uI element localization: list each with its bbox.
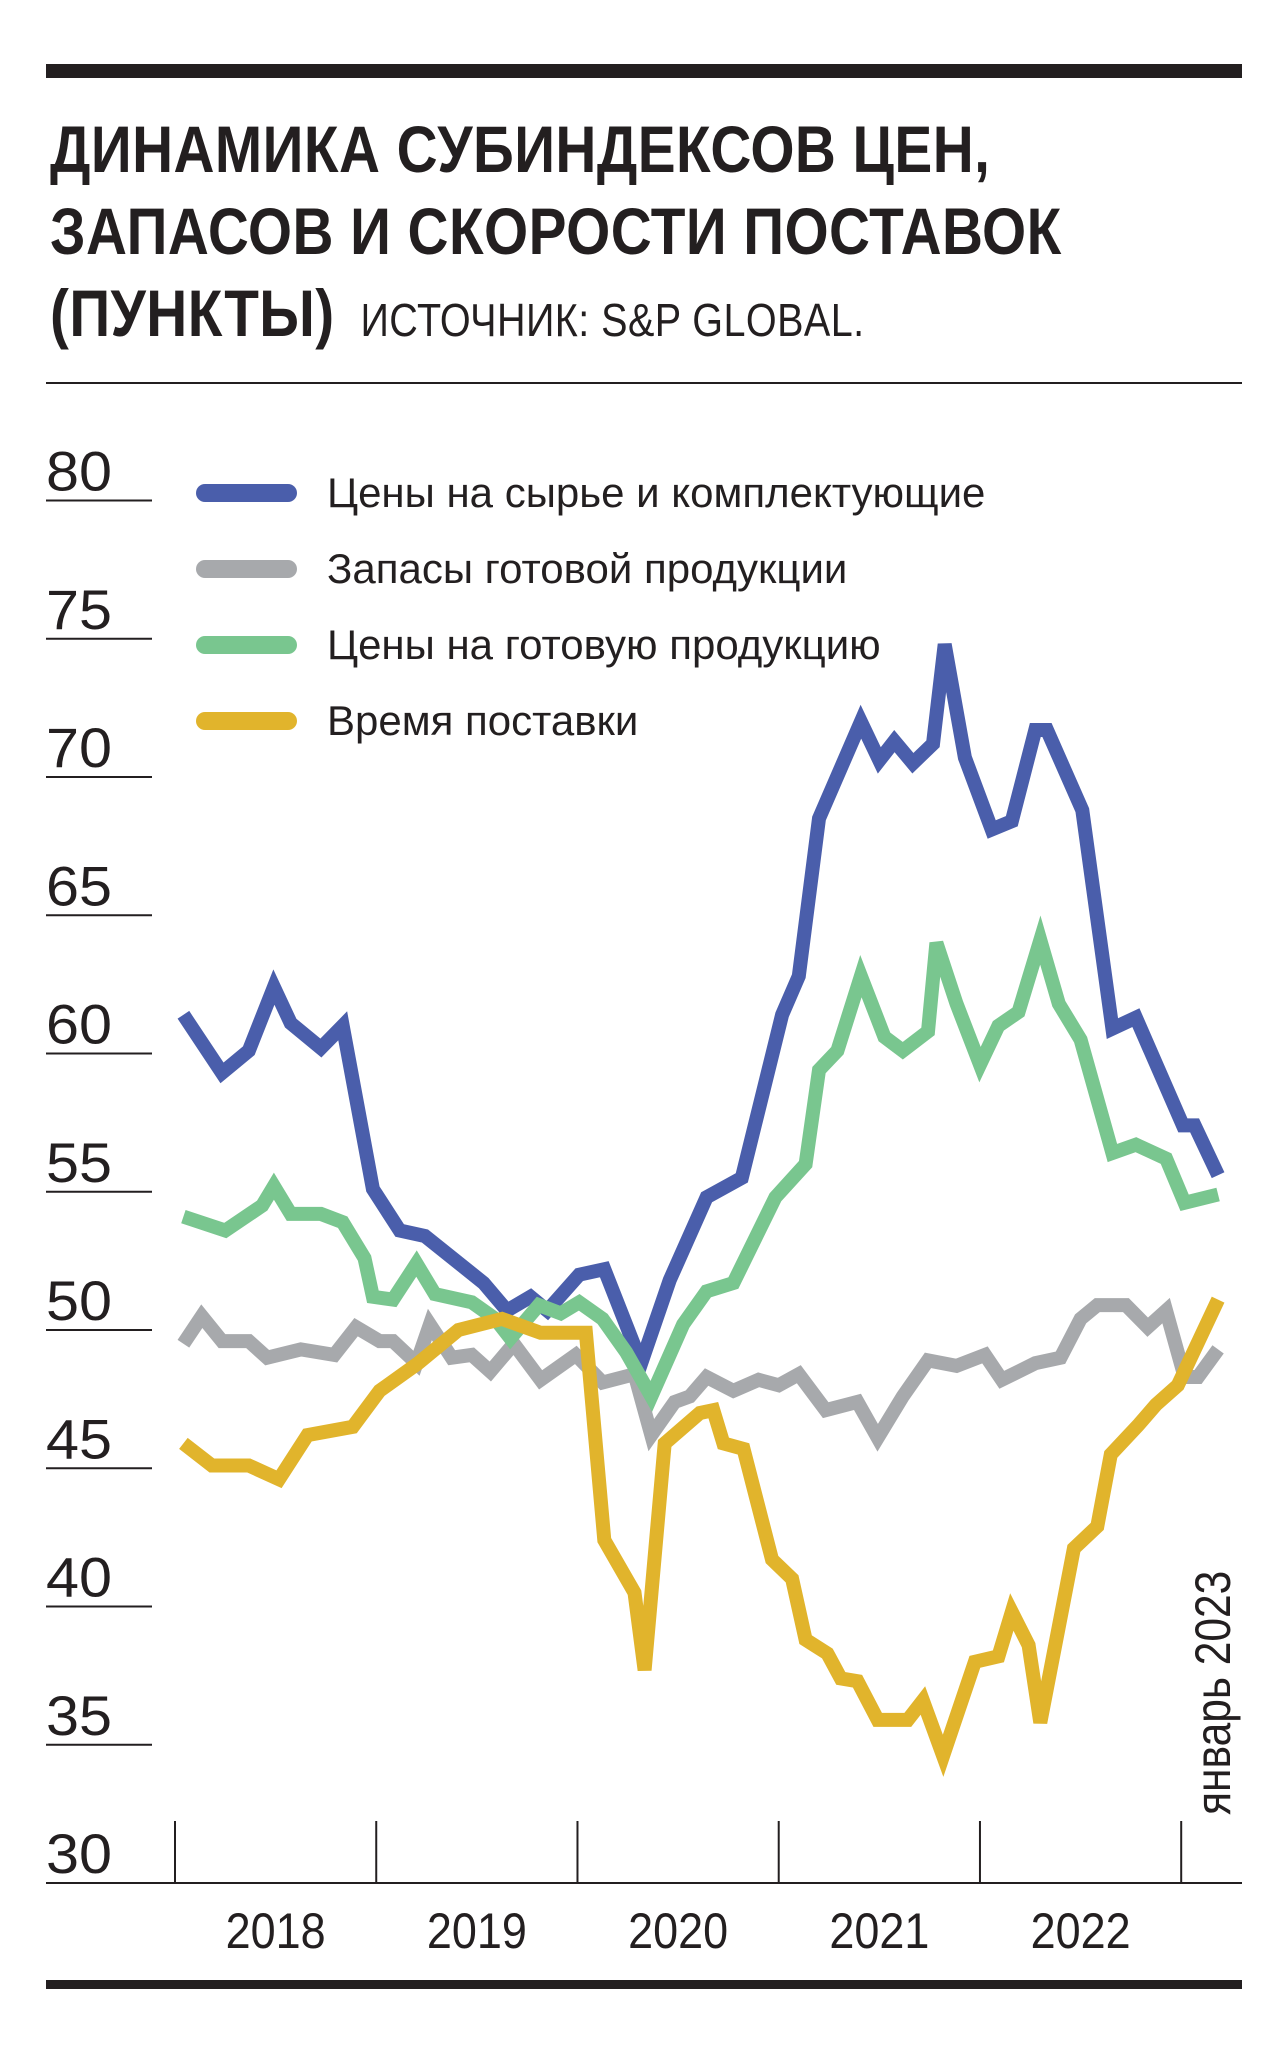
end-annotation: январь 2023 (1185, 1571, 1241, 1815)
title-line-2: ЗАПАСОВ И СКОРОСТИ ПОСТАВОК (50, 194, 1062, 268)
series-line-2 (177, 1297, 1224, 1452)
source-note: ИСТОЧНИК: S&P GLOBAL. (360, 294, 865, 346)
legend-label: Цены на сырье и комплектующие (327, 469, 985, 516)
series-line-1 (177, 643, 1225, 1384)
legend-label: Время поставки (327, 697, 638, 744)
divider (46, 382, 1242, 384)
y-tick-label: 50 (46, 1269, 112, 1332)
legend-label: Запасы готовой продукции (327, 545, 847, 592)
x-tick-label: 2022 (1031, 1903, 1131, 1959)
y-tick-label: 80 (46, 440, 112, 503)
x-tick-label: 2018 (226, 1903, 326, 1959)
title-line-3: (ПУНКТЫ) ИСТОЧНИК: S&P GLOBAL. (50, 272, 1062, 361)
y-tick-label: 45 (46, 1407, 112, 1470)
x-tick-label: 2019 (427, 1903, 527, 1959)
legend-label: Цены на готовую продукцию (327, 621, 881, 668)
y-tick-label: 35 (46, 1684, 112, 1747)
series-line-4 (179, 1296, 1225, 1777)
top-rule (46, 64, 1242, 78)
chart-title: ДИНАМИКА СУБИНДЕКСОВ ЦЕН, ЗАПАСОВ И СКОР… (50, 108, 1062, 361)
y-tick-label: 55 (46, 1131, 112, 1194)
bottom-rule (46, 1980, 1242, 1989)
y-tick-label: 30 (46, 1822, 112, 1885)
series-line-3 (181, 915, 1220, 1412)
y-tick-label: 70 (46, 716, 112, 779)
y-tick-label: 75 (46, 578, 112, 641)
y-tick-label: 40 (46, 1546, 112, 1609)
y-tick-label: 65 (46, 854, 112, 917)
x-tick-label: 2021 (829, 1903, 929, 1959)
x-tick-label: 2020 (628, 1903, 728, 1959)
title-units: (ПУНКТЫ) (50, 276, 335, 350)
y-tick-label: 60 (46, 993, 112, 1056)
title-line-1: ДИНАМИКА СУБИНДЕКСОВ ЦЕН, (50, 112, 991, 186)
